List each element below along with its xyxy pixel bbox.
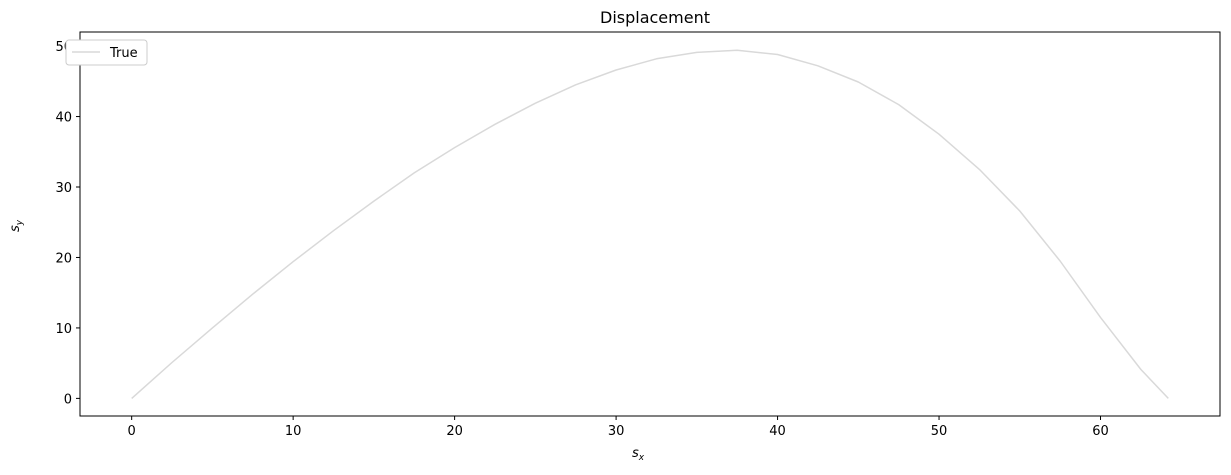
plot-area: 0 10 20 30 40 50 60 0 10 20 30 40 50 — [55, 31, 1221, 439]
series-line-true — [131, 49, 1169, 399]
x-axis-label-main: s — [632, 446, 639, 461]
chart-title: Displacement — [600, 8, 710, 27]
x-axis-label-subscript: x — [638, 453, 645, 463]
y-axis-label: sy — [8, 219, 25, 232]
x-tick-label: 0 — [128, 424, 136, 439]
x-tick-label: 10 — [285, 424, 302, 439]
legend-box — [65, 39, 148, 66]
legend-label-true: True — [109, 46, 138, 61]
y-tick-label: 0 — [64, 392, 72, 407]
y-tick-label: 40 — [55, 111, 72, 126]
y-tick-label: 30 — [55, 181, 72, 196]
y-axis-label-subscript: y — [15, 219, 25, 226]
y-axis-label-main: s — [8, 225, 23, 232]
x-tick-label: 50 — [931, 424, 948, 439]
y-tick-label: 10 — [55, 322, 72, 337]
x-tick-label: 20 — [446, 424, 463, 439]
legend: True — [65, 39, 148, 66]
series-layer — [131, 49, 1169, 399]
x-tick-label: 40 — [769, 424, 786, 439]
x-tick-label: 30 — [608, 424, 625, 439]
x-tick-label: 60 — [1092, 424, 1109, 439]
y-tick-label: 20 — [55, 251, 72, 266]
axes-frame — [79, 31, 1221, 417]
x-axis-ticks: 0 10 20 30 40 50 60 — [128, 416, 1109, 439]
x-axis-label: sx — [632, 446, 645, 463]
